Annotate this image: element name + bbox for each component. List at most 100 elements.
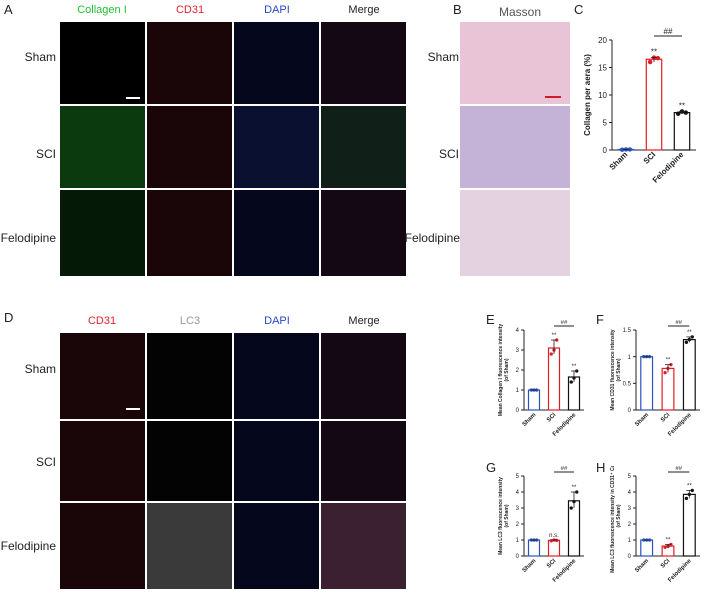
x-tick-label: Felodipine — [651, 150, 686, 185]
significance-label: ** — [679, 102, 685, 111]
y-tick-label: 1.5 — [623, 328, 632, 334]
x-tick-label: Felodipine — [667, 558, 693, 584]
y-tick-label: 1 — [628, 538, 632, 544]
channel-dapi-label: DAPI — [264, 4, 290, 16]
bar — [673, 111, 691, 151]
micrograph-a-sham-cd31 — [147, 22, 232, 104]
bar — [547, 347, 561, 411]
x-tick-label: SCI — [660, 412, 672, 424]
micrograph-d-felodipine-dapi — [234, 503, 319, 589]
data-point — [655, 55, 661, 61]
y-tick-label: 4 — [516, 328, 520, 334]
y-tick-label: 2 — [516, 368, 520, 374]
micrograph-a-felodipine-collagen — [60, 190, 145, 276]
micrograph-d-felodipine-cd31 — [60, 503, 145, 589]
bar — [547, 539, 561, 557]
x-tick-label: Sham — [522, 412, 538, 428]
d-row-felodipine-label: Felodipine — [0, 539, 56, 553]
panel-label-a: A — [4, 2, 13, 17]
y-axis-label: Mean CD31 fluorescence intensity(of Sham… — [610, 329, 622, 410]
d-channel-cd31-label: CD31 — [87, 315, 117, 327]
masson-row-felodipine-label: Felodipine — [404, 231, 460, 245]
scale-bar-b — [545, 96, 561, 98]
comparison-label: ## — [664, 27, 673, 36]
y-tick-label: 5 — [516, 474, 520, 480]
data-point — [569, 380, 573, 384]
y-tick-label: 0 — [628, 554, 632, 560]
micrograph-a-felodipine-cd31 — [147, 190, 232, 276]
data-point — [684, 340, 689, 344]
channel-collagen-label: Collagen I — [77, 4, 127, 16]
micrograph-d-felodipine-lc3 — [147, 503, 232, 589]
bar — [661, 367, 675, 411]
d-row-sham-label: Sham — [24, 362, 56, 376]
masson-title: Masson — [498, 5, 542, 19]
y-tick-label: 0 — [628, 408, 632, 414]
panel-label-b: B — [453, 2, 462, 17]
bar — [640, 539, 654, 557]
d-row-sci-label: SCI — [35, 455, 56, 469]
masson-row-sci-label: SCI — [438, 147, 459, 161]
x-tick-label: Felodipine — [667, 412, 693, 438]
significance-label: ** — [552, 333, 557, 339]
y-tick-label: 1 — [516, 538, 520, 544]
x-tick-label: Sham — [634, 412, 650, 428]
chart-h: 0 1 2 3 4 5 Mean LC3 fluorescence intensity in… — [610, 466, 700, 584]
channel-cd31-label: CD31 — [175, 4, 205, 16]
chart-e: 0 1 2 3 4 Mean Collagen I fluorescence intens… — [498, 320, 584, 438]
y-tick-label: 3 — [516, 506, 520, 512]
micrograph-a-sham-merge — [321, 22, 406, 104]
y-axis-label: Mean Collagen I fluorescence intensity(o… — [498, 324, 510, 416]
data-point — [684, 496, 689, 501]
significance-label: ** — [666, 537, 671, 543]
row-felodipine-label: Felodipine — [0, 231, 56, 245]
y-tick-label: 2 — [516, 522, 520, 528]
y-tick-label: 3 — [628, 506, 632, 512]
y-tick-label: 2 — [628, 522, 632, 528]
y-tick-label: 20 — [598, 36, 607, 45]
d-channel-merge-label: Merge — [348, 315, 380, 327]
x-tick-label: SCI — [546, 412, 558, 424]
micrograph-d-sham-cd31 — [60, 333, 145, 419]
y-tick-label: 0 — [603, 146, 608, 155]
micrograph-a-sci-dapi — [234, 106, 319, 188]
significance-label: ** — [687, 483, 692, 489]
comparison-label: ## — [675, 466, 682, 472]
masson-image-felodipine — [460, 190, 570, 276]
micrograph-d-sham-lc3 — [147, 333, 232, 419]
significance-label: ** — [651, 48, 657, 57]
micrograph-a-sci-cd31 — [147, 106, 232, 188]
y-tick-label: 4 — [628, 490, 632, 496]
micrograph-a-felodipine-merge — [321, 190, 406, 276]
data-point — [675, 111, 681, 116]
data-point — [663, 370, 667, 375]
y-axis-label: Mean LC3 fluorescence intensity in CD31⁺… — [610, 466, 622, 573]
data-point — [663, 545, 667, 549]
micrograph-d-sci-lc3 — [147, 421, 232, 501]
panel-label-f: F — [596, 312, 604, 327]
row-sham-label: Sham — [24, 50, 56, 64]
panel-label-d: D — [4, 310, 14, 325]
micrograph-d-sci-cd31 — [60, 421, 145, 501]
comparison-label: ## — [561, 466, 568, 472]
y-tick-label: 0 — [516, 554, 520, 560]
micrograph-a-sci-merge — [321, 106, 406, 188]
micrograph-d-felodipine-merge — [321, 503, 406, 589]
panel-label-g: G — [486, 460, 497, 475]
d-channel-lc3-label: LC3 — [179, 315, 201, 327]
y-axis-label: Mean LC3 fluorescence intensity(of Sham) — [498, 477, 510, 555]
y-tick-label: 5 — [628, 474, 632, 480]
comparison-label: ## — [675, 320, 682, 326]
significance-label: ** — [687, 330, 692, 336]
row-sci-label: SCI — [35, 147, 56, 161]
x-tick-label: SCI — [642, 150, 658, 166]
y-tick-label: 5 — [603, 118, 608, 127]
data-point — [683, 110, 689, 115]
y-tick-label: 15 — [598, 63, 607, 72]
y-tick-label: 4 — [516, 490, 520, 496]
masson-image-sci — [460, 106, 570, 188]
bar — [527, 539, 541, 557]
micrograph-d-sci-dapi — [234, 421, 319, 501]
significance-label: ** — [572, 364, 577, 370]
